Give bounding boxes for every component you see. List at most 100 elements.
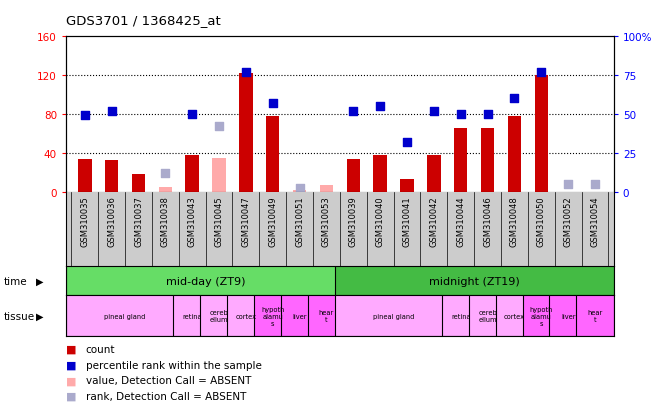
Text: pineal gland: pineal gland xyxy=(104,313,146,319)
Text: GSM310041: GSM310041 xyxy=(403,196,412,246)
Bar xyxy=(66,266,345,295)
Text: cereb
ellum: cereb ellum xyxy=(478,309,497,323)
Bar xyxy=(158,187,172,192)
Bar xyxy=(469,295,506,337)
Text: count: count xyxy=(86,344,115,354)
Bar xyxy=(481,129,494,192)
Text: GSM310037: GSM310037 xyxy=(134,196,143,247)
Text: hypoth
alamu
s: hypoth alamu s xyxy=(529,306,553,326)
Text: ▶: ▶ xyxy=(36,311,44,321)
Bar xyxy=(239,74,253,192)
Bar xyxy=(496,295,533,337)
Text: GSM310038: GSM310038 xyxy=(161,196,170,247)
Text: cortex: cortex xyxy=(236,313,257,319)
Text: GSM310044: GSM310044 xyxy=(456,196,465,246)
Text: GSM310040: GSM310040 xyxy=(376,196,385,246)
Bar xyxy=(576,295,614,337)
Point xyxy=(160,170,171,177)
Bar xyxy=(335,295,453,337)
Bar xyxy=(132,175,145,192)
Text: ■: ■ xyxy=(66,360,77,370)
Text: GSM310050: GSM310050 xyxy=(537,196,546,246)
Text: liver: liver xyxy=(292,313,307,319)
Text: tissue: tissue xyxy=(3,311,34,321)
Bar xyxy=(227,295,265,337)
Bar xyxy=(105,161,118,192)
Text: cortex: cortex xyxy=(504,313,525,319)
Point xyxy=(294,186,305,192)
Point xyxy=(187,111,197,118)
Text: GSM310043: GSM310043 xyxy=(187,196,197,247)
Text: time: time xyxy=(3,276,27,286)
Text: retina: retina xyxy=(451,313,471,319)
Point xyxy=(106,108,117,115)
Point xyxy=(536,69,546,76)
Bar xyxy=(266,116,279,192)
Bar xyxy=(335,266,614,295)
Point xyxy=(79,113,90,119)
Bar xyxy=(213,158,226,192)
Text: GSM310052: GSM310052 xyxy=(564,196,573,246)
Text: GSM310051: GSM310051 xyxy=(295,196,304,246)
Text: GSM310053: GSM310053 xyxy=(322,196,331,247)
Text: GSM310046: GSM310046 xyxy=(483,196,492,247)
Point xyxy=(590,181,601,188)
Point xyxy=(241,69,251,76)
Text: ■: ■ xyxy=(66,375,77,385)
Point xyxy=(402,139,412,146)
Bar xyxy=(454,129,467,192)
Text: hypoth
alamu
s: hypoth alamu s xyxy=(261,306,284,326)
Bar xyxy=(200,295,238,337)
Text: GDS3701 / 1368425_at: GDS3701 / 1368425_at xyxy=(66,14,220,27)
Text: GSM310047: GSM310047 xyxy=(242,196,250,247)
Bar xyxy=(427,155,441,192)
Point xyxy=(428,108,439,115)
Bar xyxy=(401,180,414,192)
Text: rank, Detection Call = ABSENT: rank, Detection Call = ABSENT xyxy=(86,391,246,401)
Text: GSM310036: GSM310036 xyxy=(107,196,116,247)
Point xyxy=(482,111,493,118)
Bar xyxy=(185,155,199,192)
Text: GSM310039: GSM310039 xyxy=(349,196,358,247)
Text: mid-day (ZT9): mid-day (ZT9) xyxy=(166,276,246,286)
Bar xyxy=(308,295,345,337)
Bar xyxy=(549,295,587,337)
Text: ■: ■ xyxy=(66,391,77,401)
Bar xyxy=(280,295,318,337)
Point xyxy=(214,123,224,130)
Bar xyxy=(535,76,548,192)
Text: GSM310048: GSM310048 xyxy=(510,196,519,247)
Bar xyxy=(293,190,306,192)
Bar xyxy=(174,295,211,337)
Bar xyxy=(346,160,360,192)
Text: midnight (ZT19): midnight (ZT19) xyxy=(429,276,519,286)
Text: ▶: ▶ xyxy=(36,276,44,286)
Bar xyxy=(66,295,184,337)
Text: value, Detection Call = ABSENT: value, Detection Call = ABSENT xyxy=(86,375,251,385)
Text: retina: retina xyxy=(182,313,202,319)
Point xyxy=(509,96,519,102)
Bar xyxy=(319,185,333,192)
Text: percentile rank within the sample: percentile rank within the sample xyxy=(86,360,261,370)
Bar xyxy=(523,295,560,337)
Text: GSM310035: GSM310035 xyxy=(81,196,89,247)
Point xyxy=(563,181,574,188)
Text: liver: liver xyxy=(561,313,576,319)
Bar xyxy=(254,295,292,337)
Bar xyxy=(78,160,92,192)
Text: hear
t: hear t xyxy=(319,309,334,323)
Point xyxy=(348,108,358,115)
Point xyxy=(375,104,385,110)
Point xyxy=(267,100,278,107)
Text: ■: ■ xyxy=(66,344,77,354)
Bar xyxy=(374,155,387,192)
Bar xyxy=(442,295,480,337)
Text: GSM310049: GSM310049 xyxy=(268,196,277,246)
Bar xyxy=(508,116,521,192)
Text: pineal gland: pineal gland xyxy=(373,313,414,319)
Text: hear
t: hear t xyxy=(587,309,603,323)
Point xyxy=(455,111,466,118)
Text: GSM310042: GSM310042 xyxy=(430,196,438,246)
Text: GSM310054: GSM310054 xyxy=(591,196,599,246)
Text: cereb
ellum: cereb ellum xyxy=(210,309,228,323)
